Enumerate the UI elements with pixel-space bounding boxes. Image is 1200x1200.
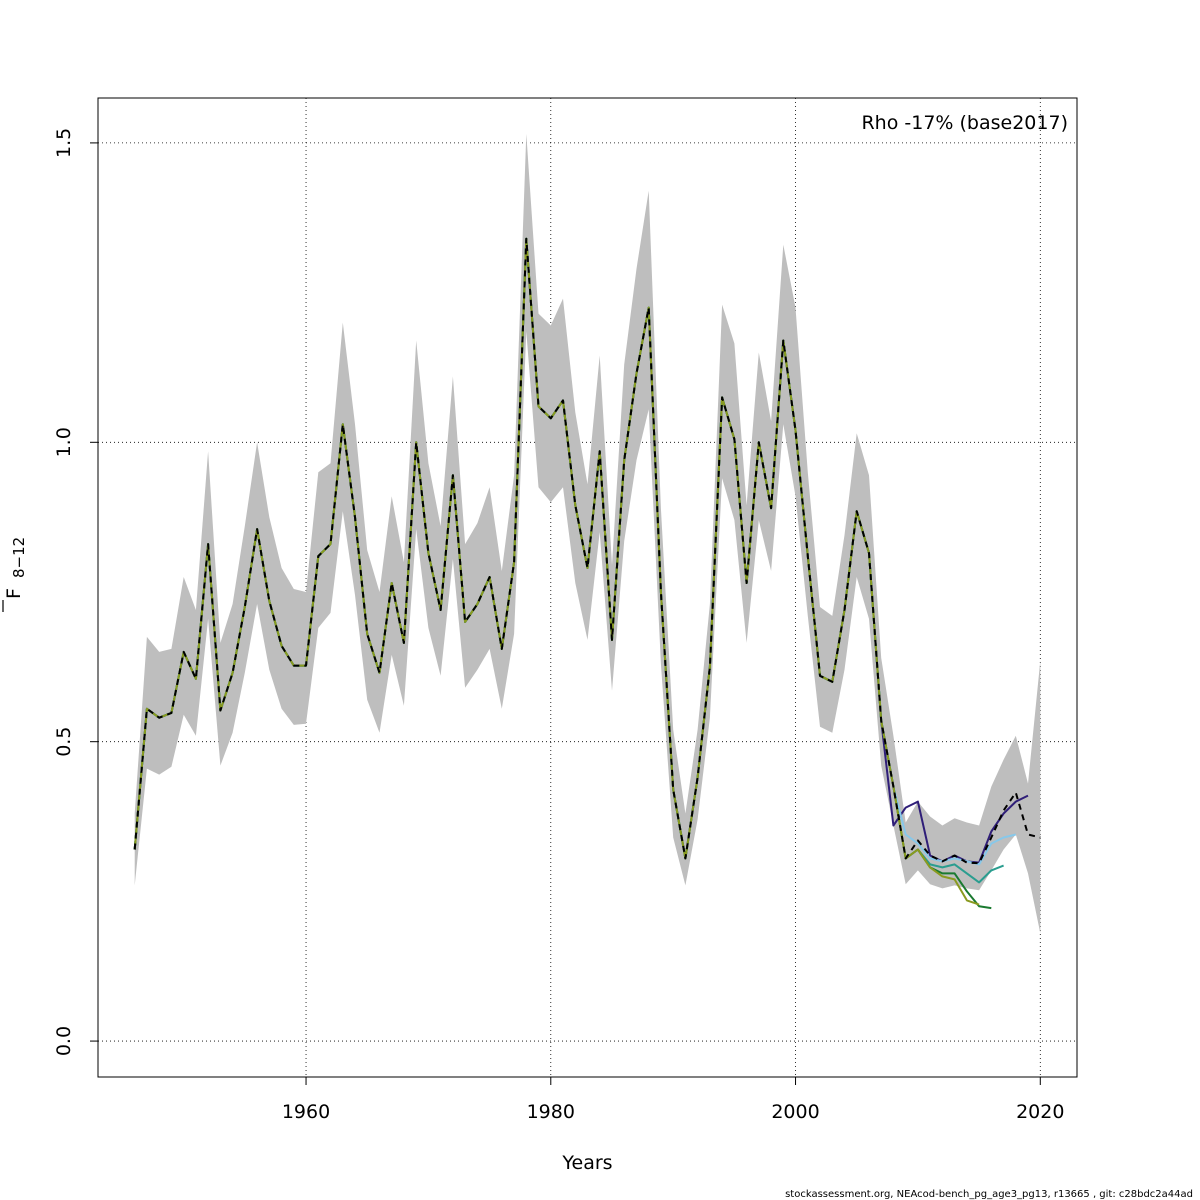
x-tick-label: 1980 <box>527 1101 575 1123</box>
y-axis-label-main: F <box>3 588 25 599</box>
confidence-band <box>134 133 1041 934</box>
y-tick-label: 0.5 <box>53 727 75 757</box>
y-axis-label: F 8−12 <box>2 537 28 612</box>
x-tick-label: 1960 <box>282 1101 330 1123</box>
x-tick-label: 2000 <box>771 1101 819 1123</box>
y-tick-label: 1.5 <box>53 128 75 158</box>
x-axis-label: Years <box>561 1152 612 1174</box>
rho-annotation: Rho -17% (base2017) <box>861 112 1068 134</box>
y-axis: 0.0 0.5 1.0 1.5 <box>53 128 98 1056</box>
base-run-line <box>133 237 1041 865</box>
series-layer <box>133 237 1041 910</box>
y-axis-label-subscript: 8−12 <box>10 537 28 578</box>
plot-frame <box>97 97 1078 1078</box>
confidence-band-layer <box>134 133 1041 934</box>
x-tick-label: 2020 <box>1016 1101 1064 1123</box>
x-axis: 1960 1980 2000 2020 <box>282 1077 1064 1123</box>
y-tick-label: 1.0 <box>53 427 75 457</box>
y-tick-label: 0.0 <box>53 1026 75 1056</box>
footer-credit: stockassessment.org, NEAcod-bench_pg_age… <box>785 1189 1193 1200</box>
